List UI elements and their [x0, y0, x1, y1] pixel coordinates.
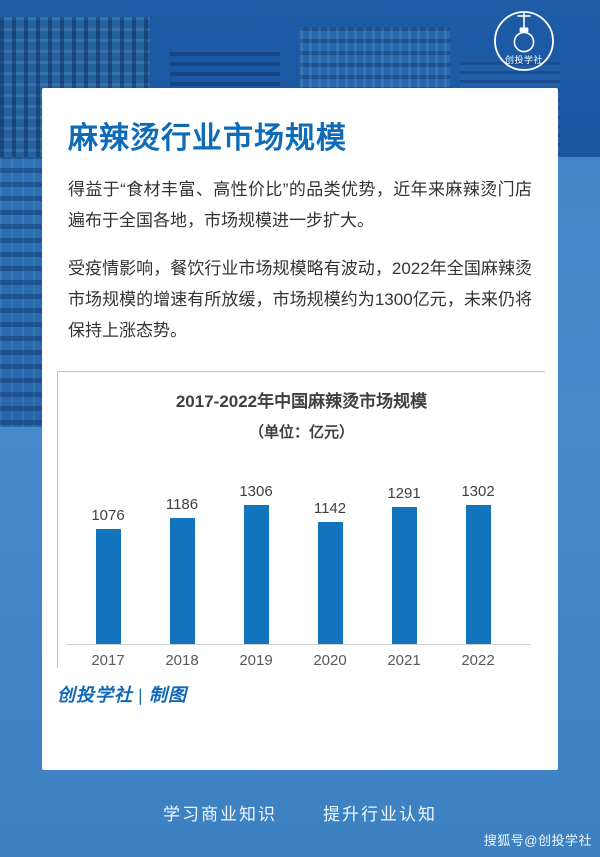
bar-value-label: 1302 [461, 483, 495, 500]
chart-subtitle: （单位：亿元） [248, 424, 354, 441]
bar [95, 529, 121, 644]
chart-bar-column: 1186 [145, 496, 219, 644]
content-card: 麻辣烫行业市场规模 得益于“食材丰富、高性价比”的品类优势，近年来麻辣烫门店遍布… [42, 88, 558, 770]
chart-bar-column: 1306 [219, 483, 293, 644]
category-label: 2018 [165, 652, 199, 669]
bar-value-label: 1142 [313, 500, 347, 517]
chart-bar-column: 1076 [71, 507, 145, 644]
bar-value-label: 1291 [387, 485, 421, 502]
logo-text: 创投学社 [505, 54, 543, 65]
chart-title: 2017-2022年中国麻辣烫市场规模 [175, 392, 428, 411]
brand-logo: 创投学社 [492, 9, 556, 73]
lightbulb-icon: 创投学社 [494, 11, 554, 71]
bar [391, 507, 417, 644]
body-paragraph-1: 得益于“食材丰富、高性价比”的品类优势，近年来麻辣烫门店遍布于全国各地，市场规模… [68, 180, 532, 230]
background-cityscape-right-upper [0, 0, 44, 140]
background-cityscape-left-lower [0, 0, 44, 297]
body-paragraph-2: 受疫情影响，餐饮行业市场规模略有波动，2022年全国麻辣烫市场规模的增速有所放缓… [68, 259, 532, 340]
page-title: 麻辣烫行业市场规模 [68, 122, 347, 155]
category-label: 2020 [313, 652, 347, 669]
chart-plot-area: 1076 1186 1306 1142 1291 1302 [71, 442, 515, 644]
chart-bar-column: 1142 [293, 500, 367, 644]
bar [465, 505, 491, 644]
footer-slogan: 学习商业知识 提升行业认知 [0, 800, 600, 825]
category-label: 2017 [91, 652, 125, 669]
bar-value-label: 1076 [91, 507, 125, 524]
chart-bar-column: 1302 [441, 483, 515, 644]
bar-chart: 2017-2022年中国麻辣烫市场规模 （单位：亿元） 1076 1186 1306… [57, 371, 545, 669]
bar [243, 505, 269, 644]
footer-slogan-left: 学习商业知识 [163, 805, 277, 824]
bar-value-label: 1186 [165, 496, 199, 513]
bar [317, 522, 343, 644]
footer-slogan-right: 提升行业认知 [323, 805, 437, 824]
category-label: 2022 [461, 652, 495, 669]
bar [169, 518, 195, 644]
background-cityscape-left-tower [0, 0, 44, 250]
chart-source-caption: 创投学社 | 制图 [57, 685, 187, 705]
chart-bar-column: 1291 [367, 485, 441, 644]
category-label: 2021 [387, 652, 421, 669]
bar-value-label: 1306 [239, 483, 273, 500]
chart-category-axis: 2017 2018 2019 2020 2021 2022 [71, 645, 515, 669]
background-cityscape-right-tower [0, 0, 44, 427]
watermark: 搜狐号@创投学社 [483, 833, 592, 848]
chart-x-axis [66, 644, 531, 645]
category-label: 2019 [239, 652, 273, 669]
